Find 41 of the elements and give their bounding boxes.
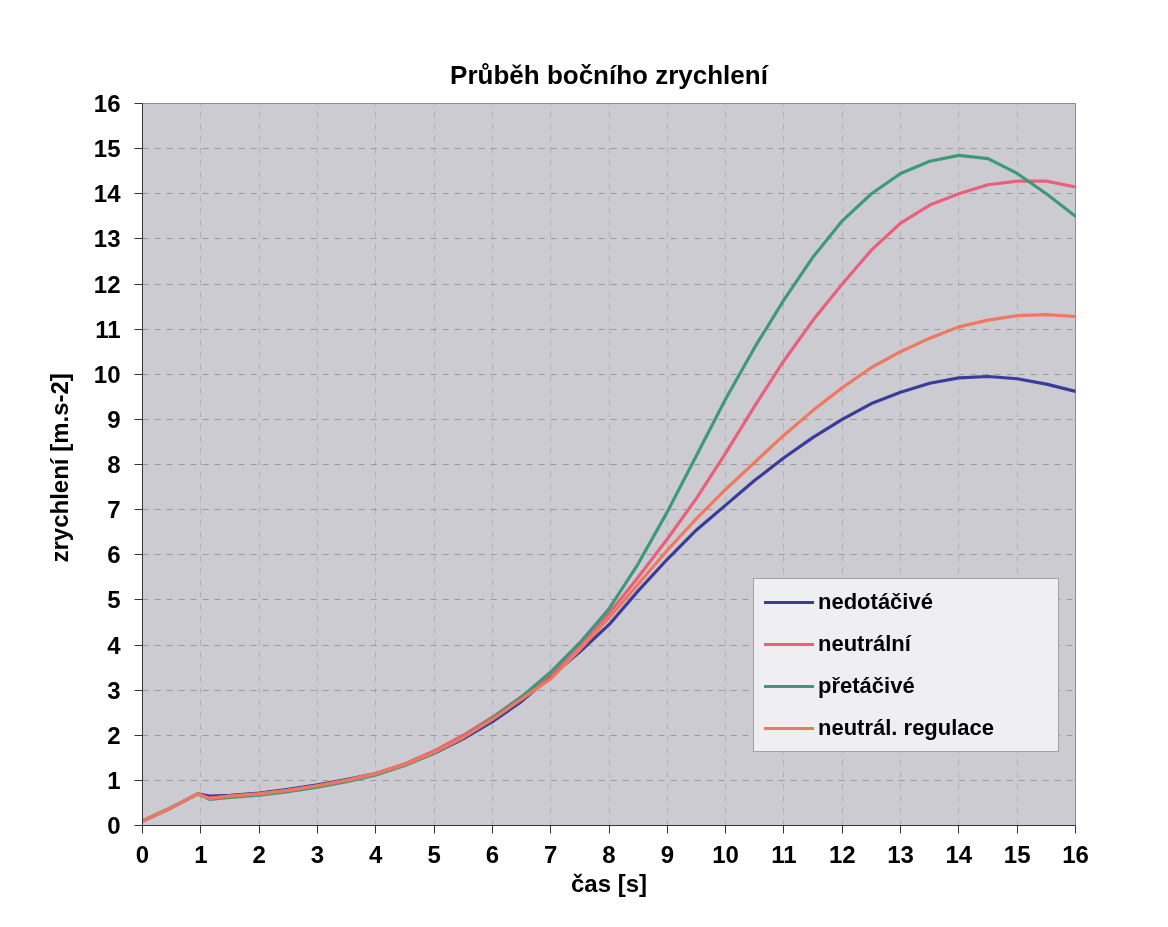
y-tick-label: 16 [93,90,121,117]
y-tick-label: 2 [107,721,121,749]
x-tick-label: 10 [712,840,739,868]
y-tick-label: 8 [107,451,121,478]
y-tick-label: 14 [93,180,122,208]
y-tick-label: 11 [95,315,121,343]
x-tick-label: 0 [135,840,150,868]
y-tick-label: 0 [107,812,121,839]
x-tick-label: 11 [771,840,797,868]
y-tick-label: 9 [107,405,121,433]
x-tick-label: 8 [602,840,616,868]
legend-label: neutrální [818,631,913,657]
x-tick-label: 16 [1062,840,1089,868]
legend-label: přetáčivé [818,673,916,699]
y-tick-label: 7 [107,496,121,524]
y-tick-label: 4 [107,631,122,659]
x-tick-label: 1 [194,840,208,868]
y-tick-label: 10 [93,360,121,388]
x-tick-label: 2 [252,840,266,868]
y-tick-label: 3 [107,676,121,704]
x-tick-label: 6 [485,840,500,868]
x-tick-label: 3 [310,840,325,868]
x-tick-label: 9 [660,840,674,868]
x-tick-label: 4 [369,840,384,868]
x-tick-label: 14 [945,840,973,868]
y-tick-label: 15 [93,135,121,163]
y-tick-label: 1 [107,766,121,794]
legend-label: neutrál. regulace [818,715,996,741]
y-tick-label: 13 [93,225,121,253]
chart-title: Průběh bočního zrychlení [450,59,769,90]
x-tick-label: 12 [828,840,856,868]
y-tick-label: 5 [107,586,121,614]
y-axis-title: zrychlení [m.s-2] [45,373,73,563]
y-tick-label: 6 [107,541,121,569]
x-axis-title: čas [s] [570,869,648,897]
x-tick-label: 13 [887,840,914,868]
y-tick-label: 12 [93,270,121,298]
x-tick-label: 7 [544,840,558,868]
x-tick-label: 5 [427,840,441,868]
legend-label: nedotáčivé [818,589,934,615]
x-tick-label: 15 [1003,840,1031,868]
